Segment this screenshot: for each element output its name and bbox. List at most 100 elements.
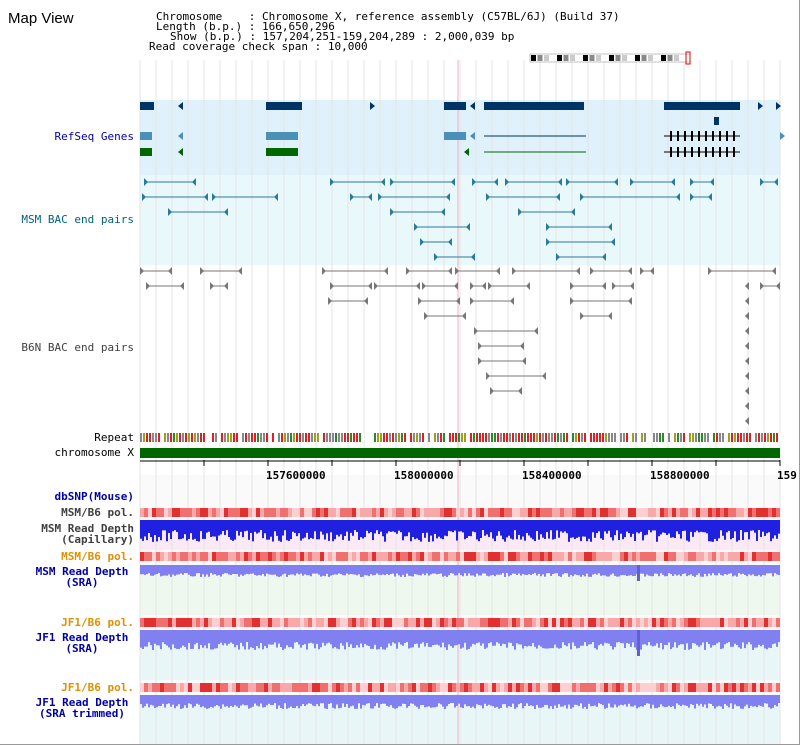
depth-bar bbox=[638, 695, 640, 708]
pol-cell bbox=[604, 618, 608, 627]
depth-bar bbox=[152, 630, 154, 650]
depth-bar bbox=[696, 520, 698, 531]
bac-end bbox=[168, 267, 172, 275]
repeat-element bbox=[200, 433, 202, 442]
depth-bar bbox=[568, 520, 570, 542]
bac-end bbox=[542, 372, 546, 380]
pol-cell bbox=[368, 552, 372, 561]
depth-bar bbox=[346, 565, 348, 574]
track-label-jf1-depth-trimmed[interactable]: JF1 Read Depth (SRA trimmed) bbox=[26, 697, 138, 719]
depth-bar bbox=[320, 520, 322, 532]
repeat-element bbox=[743, 433, 745, 442]
msm-bac-track[interactable] bbox=[142, 178, 778, 261]
repeat-element bbox=[482, 433, 484, 442]
pol-cell bbox=[352, 683, 356, 692]
depth-bar bbox=[304, 520, 306, 538]
depth-bar bbox=[742, 520, 744, 541]
depth-bar bbox=[516, 630, 518, 644]
repeat-element bbox=[542, 433, 544, 442]
repeat-element bbox=[560, 433, 562, 442]
bac-end bbox=[566, 178, 570, 186]
depth-bar bbox=[342, 630, 344, 646]
depth-bar bbox=[700, 695, 702, 704]
pol-cell bbox=[376, 508, 380, 517]
depth-bar bbox=[444, 520, 446, 536]
depth-bar bbox=[498, 630, 500, 644]
pol-cell bbox=[768, 683, 772, 692]
track-label-msm-depth-capillary[interactable]: MSM Read Depth (Capillary) bbox=[41, 523, 134, 545]
depth-bar bbox=[392, 565, 394, 574]
track-label-msm-depth-sra[interactable]: MSM Read Depth (SRA) bbox=[30, 566, 134, 588]
depth-bar bbox=[192, 630, 194, 649]
repeat-element bbox=[212, 433, 214, 442]
pol-cell bbox=[200, 618, 204, 627]
pol-cell bbox=[692, 618, 696, 627]
gene-exon bbox=[726, 131, 728, 141]
pol-cell bbox=[252, 683, 256, 692]
depth-bar bbox=[436, 695, 438, 707]
pol-cell bbox=[548, 552, 552, 561]
pol-cell bbox=[652, 552, 656, 561]
depth-bar bbox=[680, 520, 682, 539]
depth-bar bbox=[580, 520, 582, 542]
depth-bar bbox=[466, 520, 468, 538]
depth-bar bbox=[530, 695, 532, 706]
depth-bar bbox=[344, 695, 346, 707]
bac-end bbox=[474, 327, 478, 335]
b6n-bac-track[interactable] bbox=[140, 267, 780, 425]
depth-bar bbox=[240, 630, 242, 643]
depth-bar bbox=[476, 520, 478, 540]
depth-bar bbox=[280, 520, 282, 542]
depth-bar bbox=[150, 520, 152, 538]
depth-bar bbox=[436, 520, 438, 539]
depth-bar bbox=[170, 565, 172, 577]
depth-bar bbox=[388, 630, 390, 644]
pol-cell bbox=[276, 683, 280, 692]
track-label-dbsnp[interactable]: dbSNP(Mouse) bbox=[54, 490, 134, 503]
pol-cell bbox=[296, 618, 300, 627]
track-label-jf1-b6-pol-1[interactable]: JF1/B6 pol. bbox=[61, 616, 134, 629]
depth-bar bbox=[326, 565, 328, 574]
depth-bar bbox=[704, 520, 706, 533]
repeat-element bbox=[749, 433, 751, 442]
depth-bar bbox=[532, 520, 534, 540]
pol-cell bbox=[720, 552, 724, 561]
depth-bar bbox=[764, 565, 766, 576]
pol-cell bbox=[640, 552, 644, 561]
pol-cell bbox=[444, 683, 448, 692]
depth-bar bbox=[730, 565, 732, 574]
depth-bar bbox=[206, 630, 208, 649]
depth-bar bbox=[616, 630, 618, 643]
repeat-element bbox=[605, 433, 607, 442]
pol-cell bbox=[196, 683, 200, 692]
depth-bar bbox=[754, 695, 756, 707]
depth-bar bbox=[440, 630, 442, 648]
depth-bar bbox=[608, 630, 610, 644]
track-label-repeat[interactable]: Repeat bbox=[94, 431, 134, 444]
depth-bar bbox=[282, 695, 284, 709]
pol-cell bbox=[316, 618, 320, 627]
pol-cell bbox=[380, 683, 384, 692]
pol-cell bbox=[700, 552, 704, 561]
track-label-jf1-depth-sra[interactable]: JF1 Read Depth (SRA) bbox=[30, 632, 134, 654]
depth-bar bbox=[222, 630, 224, 646]
pol-cell bbox=[508, 552, 512, 561]
depth-bar bbox=[548, 565, 550, 574]
depth-bar bbox=[404, 520, 406, 537]
pol-cell bbox=[224, 618, 228, 627]
depth-bar bbox=[544, 630, 546, 649]
refseq-genes-track[interactable] bbox=[140, 102, 785, 157]
pol-cell bbox=[264, 508, 268, 517]
track-label-jf1-b6-pol-2[interactable]: JF1/B6 pol. bbox=[61, 681, 134, 694]
depth-bar bbox=[648, 565, 650, 576]
pol-cell bbox=[212, 683, 216, 692]
gene-block bbox=[140, 102, 154, 110]
track-label-msm-bac[interactable]: MSM BAC end pairs bbox=[21, 213, 134, 226]
depth-bar bbox=[184, 695, 186, 706]
chromosome-ideogram[interactable] bbox=[529, 51, 691, 65]
track-label-b6n-bac[interactable]: B6N BAC end pairs bbox=[21, 341, 134, 354]
track-label-refseq[interactable]: RefSeq Genes bbox=[54, 130, 134, 143]
track-label-msm-b6-pol-2[interactable]: MSM/B6 pol. bbox=[61, 550, 134, 563]
track-label-msm-b6-pol-1[interactable]: MSM/B6 pol. bbox=[61, 506, 134, 519]
